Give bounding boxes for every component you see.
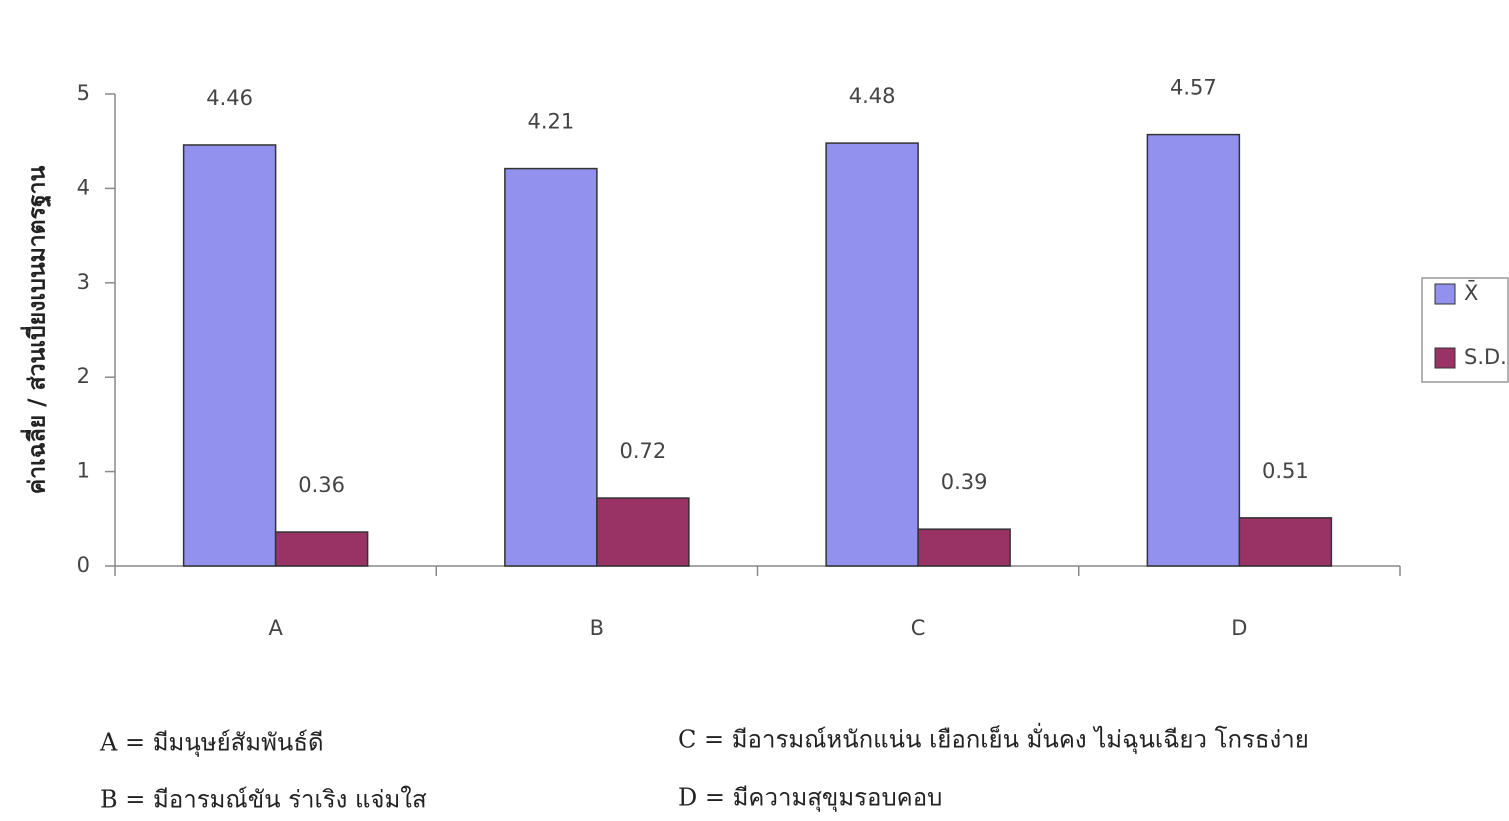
legend-swatch bbox=[1434, 283, 1456, 305]
legend-label: X̄ bbox=[1464, 280, 1478, 305]
data-label: 0.39 bbox=[941, 470, 988, 494]
note: D = มีความสุขุมรอบคอบ bbox=[678, 784, 942, 813]
data-label: 4.57 bbox=[1170, 76, 1217, 100]
x-tick-label: C bbox=[911, 616, 926, 640]
note: C = มีอารมณ์หนักแน่น เยือกเย็น มั่นคง ไม… bbox=[678, 723, 1309, 755]
data-label: 4.48 bbox=[849, 84, 896, 108]
data-label: 4.46 bbox=[206, 86, 253, 110]
y-tick-label: 5 bbox=[77, 81, 90, 105]
bar bbox=[917, 528, 1011, 567]
bar bbox=[274, 531, 369, 567]
legend-label: S.D. bbox=[1464, 345, 1507, 369]
legend-swatch bbox=[1434, 347, 1456, 369]
bar bbox=[182, 144, 277, 567]
data-label: 0.72 bbox=[619, 439, 666, 463]
data-label: 4.21 bbox=[527, 110, 574, 134]
x-tick-label: A bbox=[268, 616, 283, 640]
y-axis-title: ค่าเฉลี่ย / ส่วนเบี่ยงเบนมาตรฐาน bbox=[20, 165, 52, 494]
x-tick-label: B bbox=[590, 616, 604, 640]
y-tick-label: 3 bbox=[77, 270, 90, 294]
bar bbox=[504, 167, 598, 567]
data-label: 0.51 bbox=[1262, 459, 1309, 483]
note: B = มีอารมณ์ขัน ร่าเริง แจ่มใส bbox=[100, 786, 427, 814]
y-tick-label: 0 bbox=[77, 553, 90, 577]
y-tick-label: 1 bbox=[77, 459, 90, 483]
bar bbox=[1238, 517, 1333, 567]
data-label: 0.36 bbox=[298, 473, 345, 497]
y-tick-label: 2 bbox=[77, 364, 90, 388]
y-tick-label: 4 bbox=[77, 175, 90, 199]
bar bbox=[1146, 133, 1241, 567]
bar bbox=[825, 142, 919, 567]
x-tick-label: D bbox=[1231, 616, 1247, 640]
bar bbox=[596, 497, 690, 567]
note: A = มีมนุษย์สัมพันธ์ดี bbox=[99, 729, 324, 758]
